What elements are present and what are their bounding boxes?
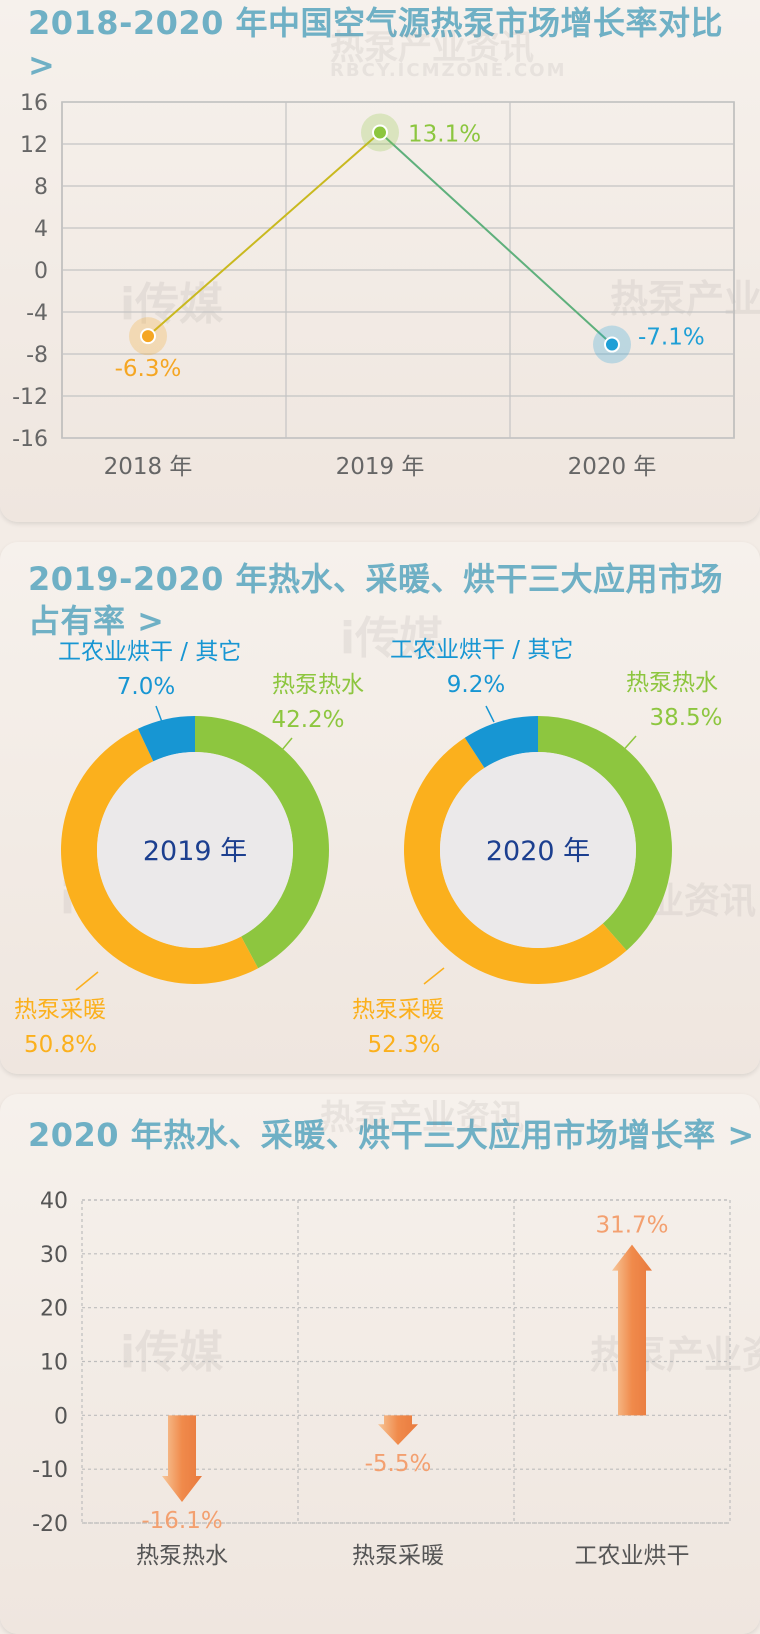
y-tick-label: -16	[12, 427, 48, 452]
x-tick-label: 2019 年	[336, 454, 425, 480]
slice-value-label: 50.8%	[24, 1032, 97, 1058]
slice-value-label: 7.0%	[117, 674, 175, 700]
growth-comparison-panel: 2018-2020 年中国空气源热泵市场增长率对比 > 热泵产业资讯 RBCY.…	[0, 0, 760, 522]
slice-name-label: 工农业烘干 / 其它	[390, 637, 573, 663]
slice-value-label: 42.2%	[271, 707, 344, 733]
data-label: -16.1%	[141, 1508, 222, 1534]
panel1-title[interactable]: 2018-2020 年中国空气源热泵市场增长率对比 >	[28, 4, 724, 84]
y-tick-label: -12	[12, 385, 48, 410]
slice-value-label: 9.2%	[447, 672, 505, 698]
x-tick-label: 2020 年	[568, 454, 657, 480]
donut-slice[interactable]	[464, 716, 538, 768]
donut-slice[interactable]	[137, 716, 195, 762]
data-label: -5.5%	[365, 1451, 432, 1477]
data-point[interactable]	[140, 328, 156, 345]
y-tick-label: 0	[54, 1404, 68, 1429]
donut-center-label: 2020 年	[486, 836, 590, 867]
slice-value-label: 52.3%	[367, 1032, 440, 1058]
data-label: -7.1%	[638, 325, 705, 351]
leader-line	[75, 971, 99, 991]
data-point[interactable]	[372, 124, 388, 141]
y-tick-label: -10	[32, 1458, 68, 1483]
bar-chart: 40 30 20 10 0 -10 -20 -16.1% 热泵热水 -5.5% 热泵采暖 31.7% 工…	[32, 1189, 731, 1569]
data-label: 13.1%	[408, 121, 481, 147]
bar-arrow[interactable]	[162, 1415, 202, 1503]
series-line-segment	[147, 131, 381, 337]
x-tick-label: 工农业烘干	[575, 1543, 690, 1569]
panel2-title-line1[interactable]: 2019-2020 年热水、采暖、烘干三大应用市场	[28, 560, 724, 598]
market-share-panel: 2019-2020 年热水、采暖、烘干三大应用市场 占有率 > i传媒 i传媒 …	[0, 542, 760, 1074]
y-tick-label: 4	[34, 217, 48, 242]
y-tick-label: -8	[26, 343, 48, 368]
leader-line	[271, 737, 293, 763]
slice-name-label: 热泵热水	[272, 672, 364, 698]
y-tick-label: 16	[20, 91, 48, 116]
data-point[interactable]	[604, 336, 620, 353]
slice-name-label: 热泵采暖	[352, 997, 444, 1023]
donut-slice[interactable]	[538, 716, 672, 951]
line-chart: 16 12 8 4 0 -4 -8 -12 -16 -6.3% 13.1% -7.1% 2018 年 20…	[12, 91, 735, 480]
y-tick-label: 0	[34, 259, 48, 284]
x-tick-label: 2018 年	[104, 454, 193, 480]
y-tick-label: 30	[40, 1243, 68, 1268]
series-line-segment	[379, 131, 613, 346]
x-tick-label: 热泵热水	[136, 1543, 228, 1569]
slice-name-label: 热泵热水	[626, 670, 718, 696]
segment-growth-panel: 2020 年热水、采暖、烘干三大应用市场增长率 > 热泵产业资讯 i传媒 热泵产…	[0, 1094, 760, 1634]
donut-slice[interactable]	[195, 716, 329, 969]
panel3-title[interactable]: 2020 年热水、采暖、烘干三大应用市场增长率 >	[28, 1116, 755, 1154]
data-label: -6.3%	[115, 356, 182, 382]
y-tick-label: -4	[26, 301, 48, 326]
donut-charts: 2019 年 热泵热水 42.2% 热泵采暖 50.8% 工农业烘干 / 其它 7.0% 20…	[14, 637, 723, 1058]
slice-name-label: 热泵采暖	[14, 997, 106, 1023]
slice-value-label: 38.5%	[649, 705, 722, 731]
x-tick-label: 热泵采暖	[352, 1543, 444, 1569]
donut-slice[interactable]	[403, 737, 627, 985]
donut-hole	[440, 752, 636, 948]
donut-center-label: 2019 年	[143, 836, 247, 867]
leader-line	[155, 705, 163, 723]
leader-line	[423, 967, 445, 985]
y-tick-label: 8	[34, 175, 48, 200]
leader-line	[485, 705, 495, 723]
bar-arrow[interactable]	[378, 1415, 418, 1445]
donut-hole	[97, 752, 293, 948]
slice-name-label: 工农业烘干 / 其它	[58, 639, 241, 665]
y-tick-label: 12	[20, 133, 48, 158]
y-tick-label: 10	[40, 1351, 68, 1376]
y-tick-label: 20	[40, 1297, 68, 1322]
y-tick-label: -20	[32, 1512, 68, 1537]
leader-line	[619, 735, 637, 755]
panel2-title-line2[interactable]: 占有率 >	[28, 602, 165, 640]
donut-slice[interactable]	[60, 728, 259, 984]
data-label: 31.7%	[595, 1213, 668, 1239]
bar-arrow[interactable]	[612, 1244, 652, 1416]
y-tick-label: 40	[40, 1189, 68, 1214]
